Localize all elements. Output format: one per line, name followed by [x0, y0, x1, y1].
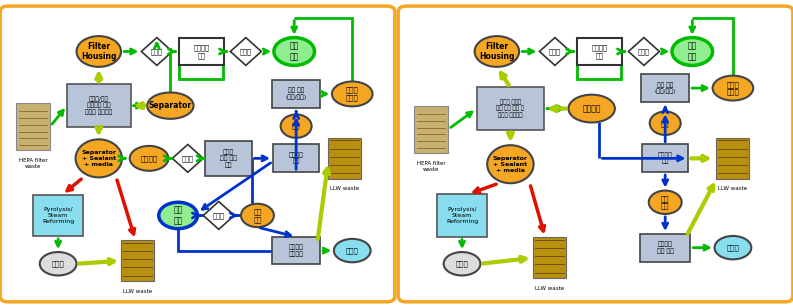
Ellipse shape: [274, 38, 315, 65]
Text: 화학적 처리에
의한 핵종 제거 및
구조체 분해공정: 화학적 처리에 의한 핵종 제거 및 구조체 분해공정: [496, 99, 524, 118]
Text: HEPA filter
waste: HEPA filter waste: [417, 161, 446, 172]
Polygon shape: [230, 38, 262, 65]
Bar: [437, 194, 487, 237]
Text: 자체
처분: 자체 처분: [688, 42, 697, 61]
Bar: [272, 80, 320, 108]
Text: LLW waste: LLW waste: [123, 289, 152, 294]
Ellipse shape: [130, 146, 168, 171]
Text: LLW waste: LLW waste: [330, 186, 359, 191]
Ellipse shape: [75, 139, 122, 178]
Ellipse shape: [40, 252, 77, 275]
Bar: [272, 237, 320, 264]
Text: 폐액 처리
(침전/여과): 폐액 처리 (침전/여과): [654, 82, 676, 94]
Ellipse shape: [649, 112, 680, 135]
Ellipse shape: [159, 202, 197, 229]
Text: 고온용융
감용공정: 고온용융 감용공정: [289, 245, 304, 257]
Bar: [33, 195, 83, 236]
Ellipse shape: [334, 239, 370, 262]
Bar: [577, 38, 622, 65]
Polygon shape: [539, 38, 570, 65]
Text: 유리
섬유: 유리 섬유: [661, 195, 669, 210]
Text: Separator
+ Sealant
+ media: Separator + Sealant + media: [493, 156, 528, 173]
Ellipse shape: [443, 252, 481, 275]
Ellipse shape: [281, 114, 312, 138]
Text: 폐액: 폐액: [292, 123, 301, 129]
Bar: [640, 234, 691, 262]
Text: 오염도: 오염도: [151, 48, 163, 55]
Text: 고액분리
공정: 고액분리 공정: [657, 152, 672, 164]
Text: 표면제염
공정: 표면제염 공정: [193, 44, 209, 59]
Text: 유리
섬유: 유리 섬유: [253, 208, 262, 223]
Ellipse shape: [569, 95, 615, 123]
Text: 자체
처분: 자체 처분: [289, 42, 299, 61]
Ellipse shape: [487, 145, 534, 183]
Text: 화학적
핵종 제거
공정: 화학적 핵종 제거 공정: [220, 149, 237, 168]
Text: 폐액: 폐액: [661, 120, 669, 127]
Ellipse shape: [649, 191, 682, 214]
Text: HEPA filter
waste: HEPA filter waste: [19, 158, 48, 169]
Text: 유리섬유: 유리섬유: [582, 104, 601, 113]
Bar: [16, 103, 51, 149]
Text: 고온용융
감용 공정: 고온용융 감용 공정: [657, 242, 674, 254]
Bar: [642, 145, 688, 172]
Text: 고액분리
공정: 고액분리 공정: [289, 152, 304, 164]
Bar: [533, 237, 565, 278]
Ellipse shape: [474, 36, 519, 67]
Polygon shape: [141, 38, 172, 65]
Text: 무기물: 무기물: [456, 260, 469, 267]
Text: Filter
Housing: Filter Housing: [479, 42, 515, 61]
Bar: [121, 240, 154, 281]
Text: 침전물
안정화: 침전물 안정화: [726, 81, 739, 95]
Text: LLW waste: LLW waste: [718, 186, 748, 191]
Bar: [205, 141, 251, 176]
Bar: [273, 145, 320, 172]
Ellipse shape: [241, 204, 274, 227]
Bar: [717, 138, 749, 179]
Text: 표면제염
공정: 표면제염 공정: [592, 44, 607, 59]
Polygon shape: [203, 202, 234, 229]
Bar: [67, 84, 131, 127]
Text: 오염도: 오염도: [549, 48, 561, 55]
Text: Pyrolysis/
Steam
Reforming: Pyrolysis/ Steam Reforming: [446, 207, 478, 224]
Text: Filter
Housing: Filter Housing: [81, 42, 117, 61]
Text: Separator: Separator: [149, 101, 192, 110]
Text: 오염도: 오염도: [213, 212, 224, 219]
Text: 유리섬유: 유리섬유: [140, 155, 158, 162]
Ellipse shape: [76, 36, 121, 67]
Text: 침전물
안정화: 침전물 안정화: [346, 87, 358, 101]
Bar: [477, 87, 544, 130]
Bar: [328, 138, 361, 179]
Text: 오염도: 오염도: [638, 48, 650, 55]
Ellipse shape: [332, 81, 373, 106]
Ellipse shape: [714, 236, 751, 259]
Bar: [179, 38, 224, 65]
Text: 오염도: 오염도: [182, 155, 193, 162]
Polygon shape: [172, 145, 203, 172]
Text: 자체
처분: 자체 처분: [174, 206, 182, 225]
Text: 고화체: 고화체: [346, 247, 358, 254]
Ellipse shape: [147, 92, 193, 119]
Text: 오염도: 오염도: [239, 48, 252, 55]
Text: 물리적/열적
전처리에 의한
구조체 분해공정: 물리적/열적 전처리에 의한 구조체 분해공정: [85, 96, 113, 115]
Text: Separator
+ Sealant
+ media: Separator + Sealant + media: [81, 150, 117, 167]
Ellipse shape: [713, 76, 753, 101]
Text: 무기물: 무기물: [52, 260, 64, 267]
Bar: [641, 74, 689, 102]
Text: Pyrolysis/
Steam
Reforming: Pyrolysis/ Steam Reforming: [42, 207, 75, 224]
Polygon shape: [628, 38, 660, 65]
Bar: [414, 106, 449, 152]
Text: LLW waste: LLW waste: [534, 286, 564, 291]
Text: 고화체: 고화체: [726, 244, 739, 251]
Ellipse shape: [672, 38, 713, 65]
Text: 폐액 처리
(침전/여과): 폐액 처리 (침전/여과): [285, 88, 307, 100]
